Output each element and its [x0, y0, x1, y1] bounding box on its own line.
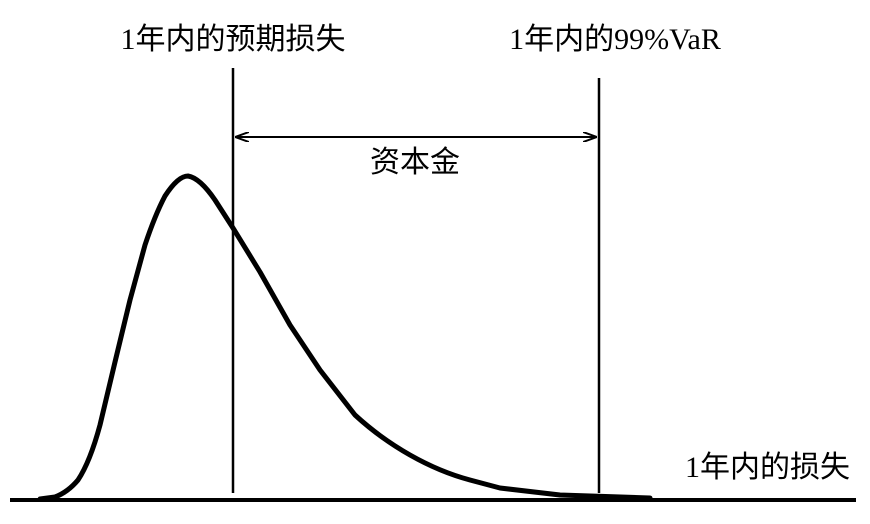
capital-label: 资本金: [370, 146, 460, 179]
loss-distribution-curve: [37, 173, 653, 502]
x-axis-label: 1年内的损失: [685, 451, 850, 484]
var-label: 1年内的99%VaR: [509, 23, 721, 56]
expected-loss-label: 1年内的预期损失: [121, 23, 346, 56]
